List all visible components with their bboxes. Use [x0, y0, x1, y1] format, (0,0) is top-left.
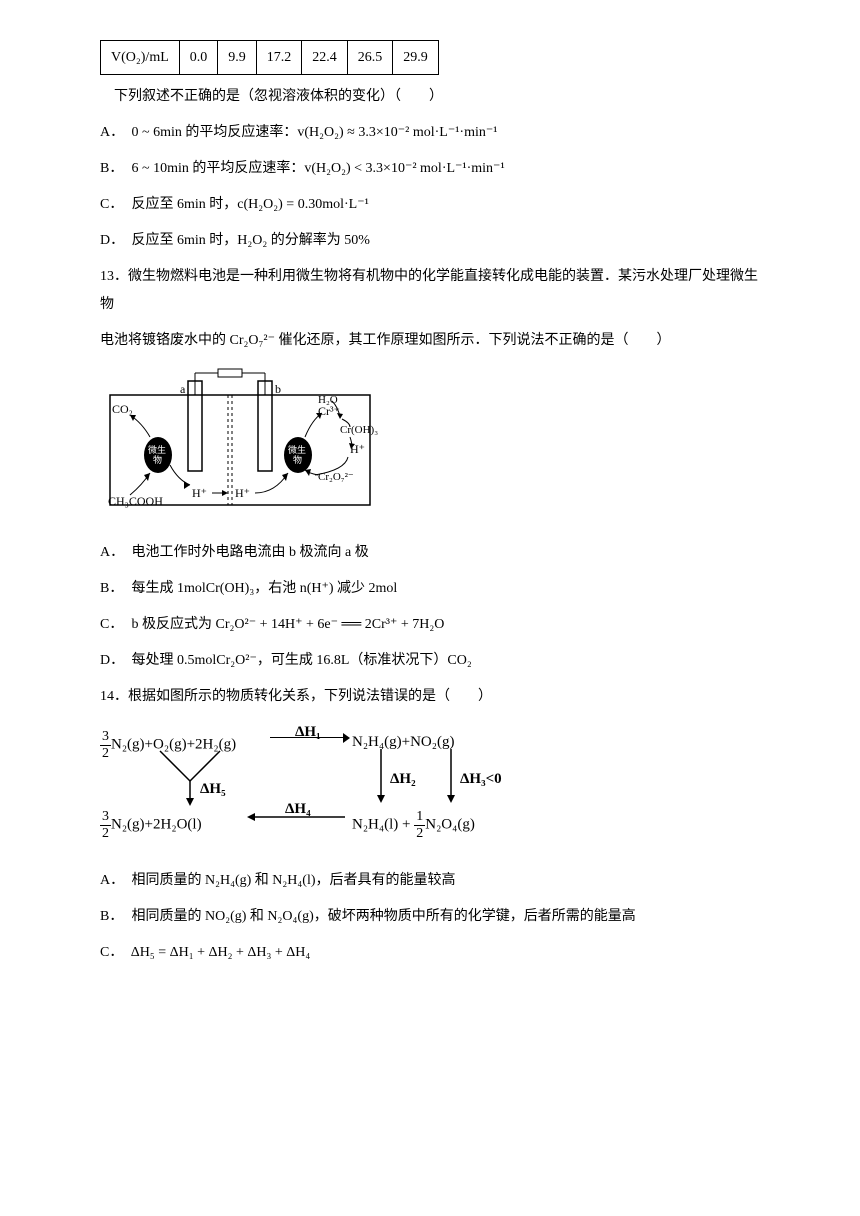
q14-option-c-text: ΔH₅ = ΔH₁ + ΔH₂ + ΔH₃ + ΔH₄: [131, 945, 311, 960]
q14-option-b-text: 相同质量的 NO₂(g) 和 N₂O₄(g)，破坏两种物质中所有的化学键，后者所…: [132, 909, 636, 924]
q13-option-a: A． 电池工作时外电路电流由 b 极流向 a 极: [100, 539, 760, 567]
ch3cooh-label: CH₃COOH: [108, 494, 163, 508]
q12-option-c-text: 反应至 6min 时，c(H₂O₂) = 0.30mol·L⁻¹: [132, 197, 369, 212]
enthalpy-diagram: 32N₂(g)+O₂(g)+2H₂(g) ΔH₁ N₂H₄(g)+NO₂(g) …: [100, 721, 540, 851]
q14-prompt: 14．根据如图所示的物质转化关系，下列说法错误的是（ ）: [100, 683, 760, 711]
d2-right-top: N₂H₄(g)+NO₂(g): [352, 729, 454, 756]
dh1-label: ΔH₁: [295, 719, 321, 746]
microbe-left-label2: 物: [153, 454, 162, 465]
q13-option-b-text: 每生成 1molCr(OH)₃，右池 n(H⁺) 减少 2mol: [132, 581, 398, 596]
table-cell: 17.2: [256, 41, 302, 75]
table-cell: 26.5: [347, 41, 393, 75]
table-cell: 9.9: [218, 41, 257, 75]
option-label-a: A．: [100, 867, 128, 895]
dh3-label: ΔH₃<0: [460, 766, 502, 793]
q12-option-d-text: 反应至 6min 时，H₂O₂ 的分解率为 50%: [132, 233, 370, 248]
table-header-cell: V(O₂)/mL: [101, 41, 180, 75]
table-cell: 22.4: [302, 41, 348, 75]
option-label-b: B．: [100, 575, 128, 603]
q13-option-c: C． b 极反应式为 Cr₂O²⁻ + 14H⁺ + 6e⁻ ══ 2Cr³⁺ …: [100, 611, 760, 639]
q14-option-c: C． ΔH₅ = ΔH₁ + ΔH₂ + ΔH₃ + ΔH₄: [100, 939, 760, 967]
q13-prompt-line1: 13．微生物燃料电池是一种利用微生物将有机物中的化学能直接转化成电能的装置．某污…: [100, 263, 760, 319]
cr2o7-label: Cr₂O₇²⁻: [318, 471, 354, 483]
q12-option-d: D． 反应至 6min 时，H₂O₂ 的分解率为 50%: [100, 227, 760, 255]
q13-option-a-text: 电池工作时外电路电流由 b 极流向 a 极: [132, 545, 369, 560]
q13-prompt-line2: 电池将镀铬废水中的 Cr₂O₇²⁻ 催化还原，其工作原理如图所示．下列说法不正确…: [100, 327, 760, 355]
option-label-c: C．: [100, 939, 128, 967]
hplus-left: H⁺: [192, 486, 207, 500]
option-label-c: C．: [100, 191, 128, 219]
microbe-right-label: 微生: [288, 444, 306, 455]
volume-table: V(O₂)/mL 0.0 9.9 17.2 22.4 26.5 29.9: [100, 40, 439, 75]
q13-option-d-text: 每处理 0.5molCr₂O²⁻，可生成 16.8L（标准状况下）CO₂: [132, 653, 472, 668]
option-label-b: B．: [100, 903, 128, 931]
dh5-label: ΔH₅: [200, 776, 226, 803]
q12-prompt: 下列叙述不正确的是（忽视溶液体积的变化）（ ）: [100, 83, 760, 111]
q13-option-d: D． 每处理 0.5molCr₂O²⁻，可生成 16.8L（标准状况下）CO₂: [100, 647, 760, 675]
dh5-arrow-svg: [150, 746, 240, 811]
d2-left-bot: 32N₂(g)+2H₂O(l): [100, 809, 202, 841]
option-label-a: A．: [100, 119, 128, 147]
q13-option-b: B． 每生成 1molCr(OH)₃，右池 n(H⁺) 减少 2mol: [100, 575, 760, 603]
table-row: V(O₂)/mL 0.0 9.9 17.2 22.4 26.5 29.9: [101, 41, 439, 75]
option-label-a: A．: [100, 539, 128, 567]
fuel-cell-diagram: a b 微生 物 微生 物 CO₂ CH₃COOH H⁺ H⁺ Cr³⁺ H₂O…: [100, 365, 760, 529]
q12-option-b: B． 6 ~ 10min 的平均反应速率：v(H₂O₂) < 3.3×10⁻² …: [100, 155, 760, 183]
table-cell: 29.9: [393, 41, 439, 75]
label-a: a: [180, 382, 186, 396]
option-label-b: B．: [100, 155, 128, 183]
option-label-d: D．: [100, 647, 128, 675]
q12-option-a-text: 0 ~ 6min 的平均反应速率：v(H₂O₂) ≈ 3.3×10⁻² mol·…: [132, 125, 498, 140]
q14-option-b: B． 相同质量的 NO₂(g) 和 N₂O₄(g)，破坏两种物质中所有的化学键，…: [100, 903, 760, 931]
q14-option-a: A． 相同质量的 N₂H₄(g) 和 N₂H₄(l)，后者具有的能量较高: [100, 867, 760, 895]
q14-option-a-text: 相同质量的 N₂H₄(g) 和 N₂H₄(l)，后者具有的能量较高: [132, 873, 456, 888]
arrowhead-dh1: [343, 733, 350, 743]
option-label-c: C．: [100, 611, 128, 639]
dh2-arrow: [375, 749, 387, 804]
croh3-label: Cr(OH)₃: [340, 424, 378, 436]
dh2-label: ΔH₂: [390, 766, 416, 793]
hplus-right: H⁺: [235, 486, 250, 500]
q13-option-c-text: b 极反应式为 Cr₂O²⁻ + 14H⁺ + 6e⁻ ══ 2Cr³⁺ + 7…: [132, 617, 445, 632]
dh3-arrow: [445, 749, 457, 804]
q12-option-c: C． 反应至 6min 时，c(H₂O₂) = 0.30mol·L⁻¹: [100, 191, 760, 219]
cr3-label: Cr³⁺: [318, 404, 340, 418]
dh4-label: ΔH₄: [285, 796, 311, 823]
q12-option-b-text: 6 ~ 10min 的平均反应速率：v(H₂O₂) < 3.3×10⁻² mol…: [132, 161, 505, 176]
table-cell: 0.0: [179, 41, 218, 75]
microbe-left-label: 微生: [148, 444, 166, 455]
microbe-right-label2: 物: [293, 454, 302, 465]
q12-option-a: A． 0 ~ 6min 的平均反应速率：v(H₂O₂) ≈ 3.3×10⁻² m…: [100, 119, 760, 147]
co2-label: CO₂: [112, 402, 133, 416]
d2-right-bot: N₂H₄(l) + 12N₂O₄(g): [352, 809, 475, 841]
option-label-d: D．: [100, 227, 128, 255]
label-b: b: [275, 382, 281, 396]
fuel-cell-svg: a b 微生 物 微生 物 CO₂ CH₃COOH H⁺ H⁺ Cr³⁺ H₂O…: [100, 365, 390, 520]
